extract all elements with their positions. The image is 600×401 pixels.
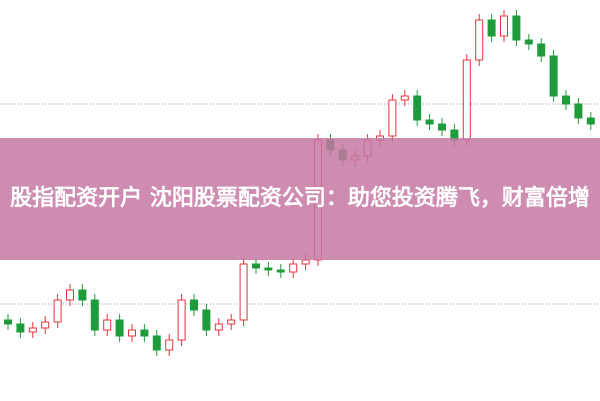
candle-body <box>78 289 87 301</box>
candle-body <box>462 59 471 141</box>
candle-body <box>152 335 161 351</box>
candle-body <box>549 55 558 97</box>
candle-body <box>400 95 409 101</box>
candle-body <box>115 319 124 337</box>
candle-body <box>500 15 508 37</box>
candle-body <box>264 267 273 271</box>
candle-body <box>128 329 136 337</box>
candle-body <box>289 263 298 273</box>
candle-body <box>227 319 236 325</box>
candle-body <box>140 329 149 337</box>
candle-body <box>413 95 422 121</box>
candle-body <box>214 323 223 331</box>
candle-body <box>276 269 285 273</box>
candle-body <box>165 339 174 351</box>
candle-body <box>41 321 50 329</box>
candle-body <box>252 263 260 269</box>
candle-body <box>388 99 397 137</box>
candle-body <box>28 327 37 333</box>
candle-body <box>4 319 12 325</box>
banner-title: 股指配资开户 沈阳股票配资公司：助您投资腾飞，财富倍增 <box>10 186 590 211</box>
banner: 股指配资开户 沈阳股票配资公司：助您投资腾飞，财富倍增 <box>0 138 600 260</box>
candle-body <box>202 309 211 331</box>
candle-body <box>512 15 521 41</box>
candle-body <box>103 319 112 331</box>
candle-body <box>90 299 99 331</box>
candle-body <box>475 19 484 61</box>
candle-body <box>562 95 570 105</box>
candle-body <box>177 299 186 341</box>
candle-body <box>537 43 546 57</box>
candle-body <box>239 263 248 321</box>
candle-body <box>16 323 25 333</box>
candle-body <box>586 117 595 125</box>
candle-body <box>53 299 62 323</box>
candle-body <box>425 119 434 125</box>
candle-body <box>524 39 533 45</box>
candle-body <box>301 259 310 265</box>
candle-body <box>438 123 446 131</box>
candle-body <box>190 299 198 311</box>
candle-body <box>574 103 583 119</box>
candle-body <box>487 19 496 37</box>
candle-body <box>66 289 74 301</box>
